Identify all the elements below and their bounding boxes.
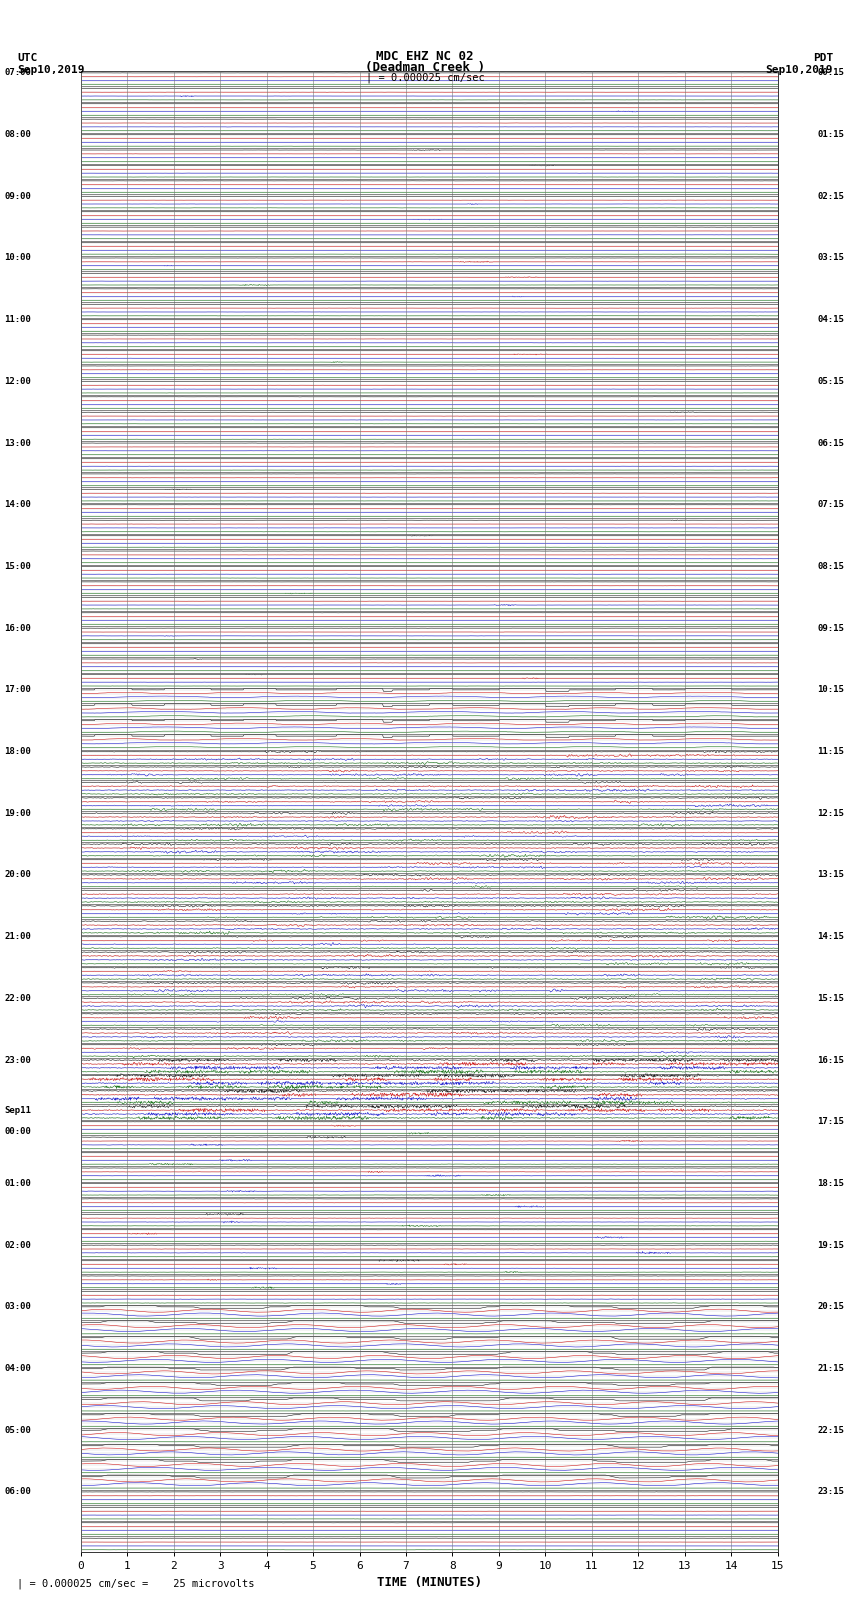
Text: 16:15: 16:15: [817, 1055, 844, 1065]
Text: 14:00: 14:00: [4, 500, 31, 510]
Text: 00:15: 00:15: [817, 68, 844, 77]
Text: PDT: PDT: [813, 53, 833, 63]
Text: 02:15: 02:15: [817, 192, 844, 200]
Text: 06:00: 06:00: [4, 1487, 31, 1497]
Text: 01:15: 01:15: [817, 131, 844, 139]
Text: 17:15: 17:15: [817, 1118, 844, 1126]
Text: 21:00: 21:00: [4, 932, 31, 940]
Text: 09:15: 09:15: [817, 624, 844, 632]
Text: 03:15: 03:15: [817, 253, 844, 263]
Text: 02:00: 02:00: [4, 1240, 31, 1250]
Text: 05:15: 05:15: [817, 377, 844, 386]
Text: 08:00: 08:00: [4, 131, 31, 139]
Text: MDC EHZ NC 02: MDC EHZ NC 02: [377, 50, 473, 63]
Text: Sep11: Sep11: [4, 1107, 31, 1115]
X-axis label: TIME (MINUTES): TIME (MINUTES): [377, 1576, 482, 1589]
Text: 13:00: 13:00: [4, 439, 31, 447]
Text: Sep10,2019: Sep10,2019: [766, 65, 833, 74]
Text: 15:00: 15:00: [4, 561, 31, 571]
Text: 23:15: 23:15: [817, 1487, 844, 1497]
Text: 04:15: 04:15: [817, 315, 844, 324]
Text: 04:00: 04:00: [4, 1365, 31, 1373]
Text: 14:15: 14:15: [817, 932, 844, 940]
Text: 19:15: 19:15: [817, 1240, 844, 1250]
Text: 11:15: 11:15: [817, 747, 844, 756]
Text: 18:00: 18:00: [4, 747, 31, 756]
Text: 00:00: 00:00: [4, 1126, 31, 1136]
Text: 05:00: 05:00: [4, 1426, 31, 1434]
Text: 16:00: 16:00: [4, 624, 31, 632]
Text: 10:00: 10:00: [4, 253, 31, 263]
Text: UTC: UTC: [17, 53, 37, 63]
Text: Sep10,2019: Sep10,2019: [17, 65, 84, 74]
Text: 11:00: 11:00: [4, 315, 31, 324]
Text: 22:15: 22:15: [817, 1426, 844, 1434]
Text: 17:00: 17:00: [4, 686, 31, 694]
Text: 23:00: 23:00: [4, 1055, 31, 1065]
Text: 09:00: 09:00: [4, 192, 31, 200]
Text: 07:00: 07:00: [4, 68, 31, 77]
Text: 13:15: 13:15: [817, 871, 844, 879]
Text: 12:00: 12:00: [4, 377, 31, 386]
Text: 06:15: 06:15: [817, 439, 844, 447]
Text: | = 0.000025 cm/sec =    25 microvolts: | = 0.000025 cm/sec = 25 microvolts: [17, 1578, 254, 1589]
Text: 10:15: 10:15: [817, 686, 844, 694]
Text: 01:00: 01:00: [4, 1179, 31, 1187]
Text: 15:15: 15:15: [817, 994, 844, 1003]
Text: (Deadman Creek ): (Deadman Creek ): [365, 61, 485, 74]
Text: 07:15: 07:15: [817, 500, 844, 510]
Text: | = 0.000025 cm/sec: | = 0.000025 cm/sec: [366, 73, 484, 84]
Text: 20:15: 20:15: [817, 1302, 844, 1311]
Text: 18:15: 18:15: [817, 1179, 844, 1187]
Text: 12:15: 12:15: [817, 808, 844, 818]
Text: 22:00: 22:00: [4, 994, 31, 1003]
Text: 08:15: 08:15: [817, 561, 844, 571]
Text: 21:15: 21:15: [817, 1365, 844, 1373]
Text: 20:00: 20:00: [4, 871, 31, 879]
Text: 19:00: 19:00: [4, 808, 31, 818]
Text: 03:00: 03:00: [4, 1302, 31, 1311]
